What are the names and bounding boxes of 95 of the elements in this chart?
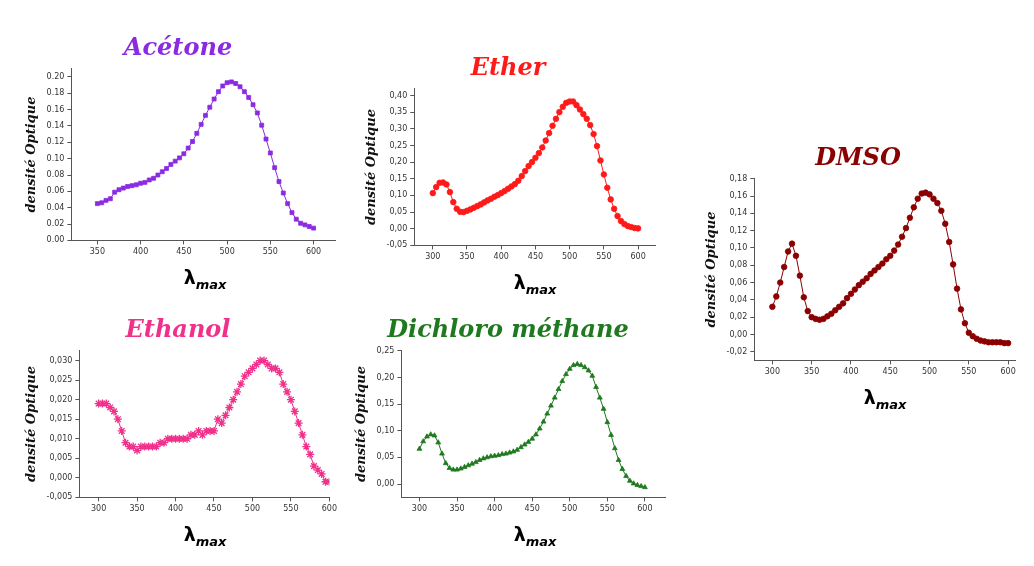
- y-tick-label: 0,05: [389, 207, 408, 217]
- x-tick-label: 350: [89, 247, 105, 257]
- x-tick-label: 350: [804, 367, 820, 377]
- y-tick-label: 0.20: [46, 72, 65, 82]
- y-tick-label: -0,05: [386, 240, 408, 250]
- y-tick-label: 0,020: [49, 394, 73, 404]
- x-tick-label: 400: [486, 504, 503, 514]
- x-axis-title: λ$_{max}$: [512, 271, 558, 297]
- x-tick-label: 450: [527, 252, 544, 262]
- y-tick-label: 0,14: [729, 208, 748, 218]
- x-tick-label: 300: [425, 252, 441, 262]
- x-tick-label: 500: [562, 252, 578, 262]
- y-tick-label: 0,12: [729, 225, 748, 235]
- x-axis-title: λ$_{max}$: [862, 386, 908, 412]
- y-tick-label: 0,18: [729, 173, 748, 183]
- x-tick-label: 350: [129, 504, 145, 514]
- y-tick-label: 0,015: [49, 414, 73, 424]
- y-tick-label: 0,08: [729, 260, 748, 270]
- y-tick-label: -0,02: [726, 346, 748, 356]
- x-tick-label: 600: [637, 504, 653, 514]
- y-tick-label: 0.00: [46, 235, 65, 245]
- y-tick-label: -0,005: [46, 492, 73, 502]
- y-tick-label: 0.18: [46, 88, 65, 98]
- y-tick-label: 0,010: [49, 433, 73, 443]
- y-axis-title: densité Optique: [23, 366, 39, 483]
- x-tick-label: 600: [321, 504, 338, 514]
- y-tick-label: 0,00: [729, 329, 748, 339]
- y-tick-label: 0,02: [729, 312, 748, 322]
- y-tick-label: 0,40: [389, 90, 408, 100]
- x-tick-label: 400: [493, 252, 509, 262]
- x-tick-label: 350: [449, 504, 465, 514]
- y-tick-label: 0.08: [46, 170, 65, 180]
- y-tick-label: 0.06: [46, 186, 65, 196]
- x-tick-label: 400: [843, 367, 859, 377]
- y-axis-title: densité Optique: [23, 96, 39, 213]
- y-tick-label: 0,05: [376, 452, 395, 462]
- y-tick-label: 0.14: [46, 121, 65, 131]
- y-tick-label: 0,30: [389, 123, 408, 133]
- y-tick-label: 0,04: [729, 294, 748, 304]
- y-tick-label: 0.02: [46, 219, 65, 229]
- y-tick-label: 0,15: [376, 399, 395, 409]
- x-tick-label: 450: [176, 247, 192, 257]
- x-tick-label: 400: [132, 247, 149, 257]
- chart-title: Ethanol: [124, 313, 231, 343]
- x-tick-label: 400: [167, 504, 184, 514]
- y-tick-label: 0,10: [376, 425, 395, 435]
- x-tick-label: 500: [562, 504, 578, 514]
- y-axis-title: densité Optique: [363, 109, 379, 226]
- x-tick-label: 450: [206, 504, 222, 514]
- y-tick-label: 0,00: [389, 223, 408, 233]
- x-tick-label: 300: [764, 367, 781, 377]
- x-tick-label: 500: [219, 247, 235, 257]
- y-tick-label: 0,030: [49, 355, 73, 365]
- y-tick-label: 0,15: [389, 173, 408, 183]
- x-tick-label: 350: [459, 252, 475, 262]
- y-tick-label: 0,10: [389, 190, 408, 200]
- x-tick-label: 550: [961, 367, 977, 377]
- y-tick-label: 0,20: [389, 157, 408, 167]
- y-tick-label: 0,005: [49, 453, 73, 463]
- x-tick-label: 550: [599, 504, 615, 514]
- x-tick-label: 600: [1000, 367, 1016, 377]
- y-tick-label: 0,000: [49, 472, 73, 482]
- y-tick-label: 0,025: [49, 375, 73, 385]
- x-tick-label: 500: [244, 504, 261, 514]
- x-axis-title: λ$_{max}$: [182, 266, 228, 292]
- y-axis-title: densité Optique: [353, 366, 369, 483]
- y-tick-label: 0,25: [376, 345, 395, 355]
- y-tick-label: 0.12: [46, 137, 65, 147]
- y-tick-label: 0,16: [729, 191, 748, 201]
- x-tick-label: 450: [524, 504, 540, 514]
- y-axis-title: densité Optique: [703, 211, 719, 328]
- chart-title: DMSO: [814, 141, 901, 171]
- x-tick-label: 550: [596, 252, 612, 262]
- x-tick-label: 550: [262, 247, 278, 257]
- y-tick-label: 0,06: [729, 277, 748, 287]
- x-tick-label: 500: [921, 367, 938, 377]
- y-tick-label: 0,00: [376, 479, 395, 489]
- y-tick-label: 0.04: [46, 202, 65, 212]
- x-axis-title: λ$_{max}$: [512, 523, 558, 549]
- x-tick-label: 300: [411, 504, 428, 514]
- y-tick-label: 0,20: [376, 372, 395, 382]
- x-tick-label: 450: [882, 367, 898, 377]
- y-tick-label: 0,35: [389, 107, 408, 117]
- chart-title: Acétone: [121, 31, 233, 61]
- y-tick-label: 0.16: [46, 104, 65, 114]
- y-tick-label: 0,10: [729, 243, 748, 253]
- x-axis-title: λ$_{max}$: [182, 523, 228, 549]
- x-tick-label: 550: [283, 504, 299, 514]
- chart-title: Ether: [469, 51, 548, 81]
- y-tick-label: 0.10: [46, 153, 65, 163]
- x-tick-label: 300: [90, 504, 107, 514]
- y-tick-label: 0,25: [389, 140, 408, 150]
- x-tick-label: 600: [630, 252, 646, 262]
- x-tick-label: 600: [305, 247, 322, 257]
- chart-title: Dichloro méthane: [386, 313, 629, 343]
